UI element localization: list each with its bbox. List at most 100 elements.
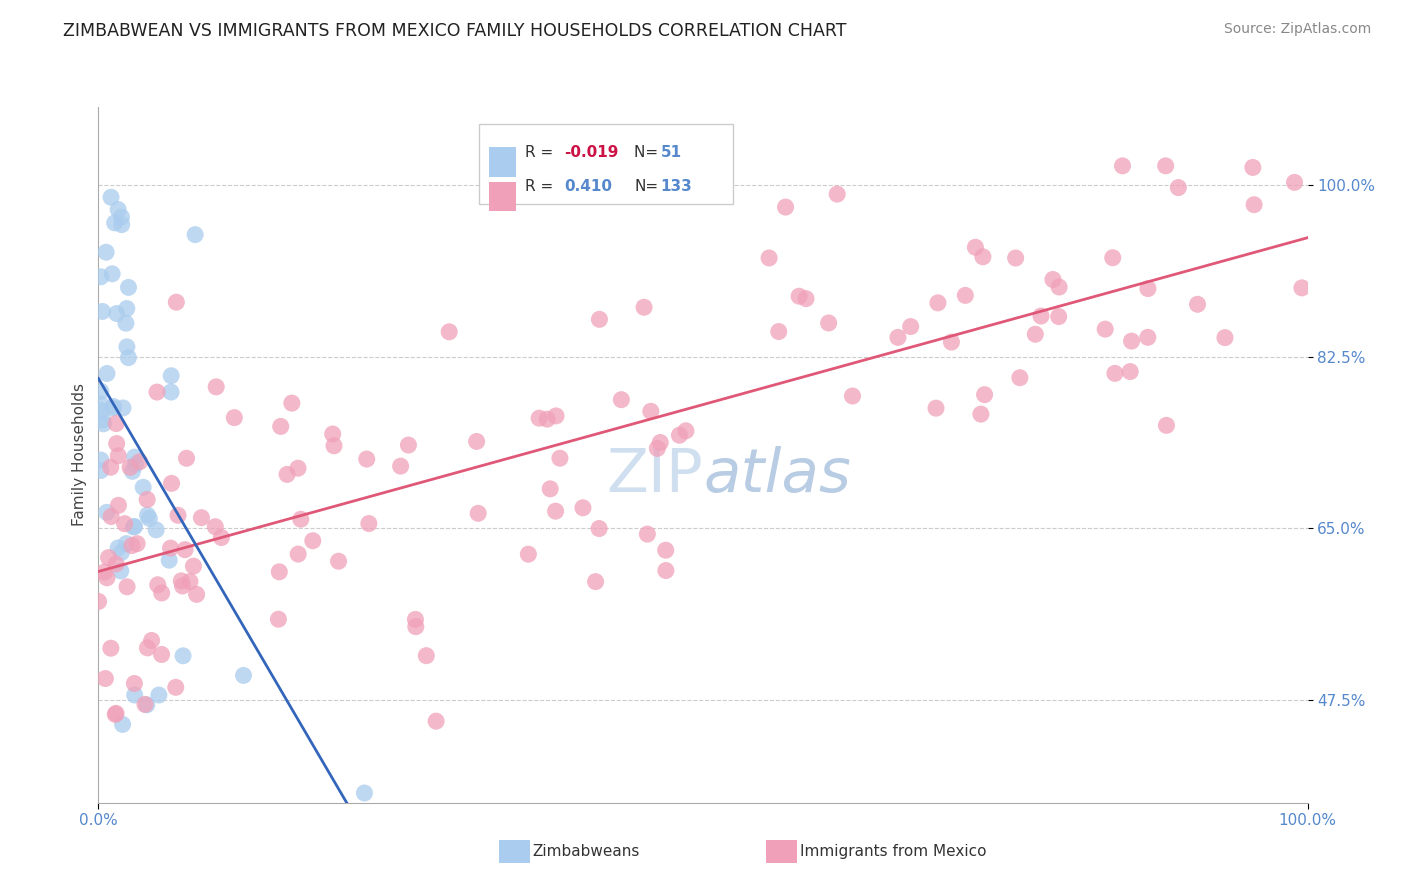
Point [94, 245, 117, 260]
Point [100, 509, 122, 524]
Point [640, 404, 662, 418]
Point [965, 240, 987, 254]
Point [1167, 180, 1189, 194]
Text: 133: 133 [661, 179, 692, 194]
Point [1094, 322, 1116, 336]
Text: ZIP: ZIP [606, 446, 703, 505]
Point [172, 648, 194, 663]
Point [170, 574, 193, 588]
FancyBboxPatch shape [479, 124, 734, 204]
Point [544, 409, 567, 423]
Point [1024, 327, 1046, 342]
Point [124, 688, 146, 702]
Point [775, 200, 797, 214]
Point [165, 681, 187, 695]
Text: Zimbabweans: Zimbabweans [533, 845, 640, 859]
Point [647, 442, 669, 456]
Point [105, 706, 128, 721]
Point [585, 574, 607, 589]
Point [650, 435, 672, 450]
Point [111, 401, 134, 415]
Point [1004, 251, 1026, 265]
Point [465, 434, 488, 449]
Point [209, 531, 232, 545]
Point [93, 565, 115, 579]
Point [105, 306, 128, 320]
Point [588, 522, 610, 536]
Point [115, 536, 138, 550]
Point [655, 564, 678, 578]
Point [900, 319, 922, 334]
Text: atlas: atlas [703, 446, 851, 505]
Point [160, 476, 183, 491]
Point [357, 516, 380, 531]
Point [96, 367, 118, 381]
Point [973, 387, 995, 401]
Point [415, 648, 437, 663]
Point [1136, 330, 1159, 344]
Point [132, 480, 155, 494]
Point [101, 401, 124, 415]
Point [758, 251, 780, 265]
Point [96, 571, 118, 585]
Point [538, 482, 561, 496]
Point [1008, 370, 1031, 384]
Point [146, 385, 169, 400]
Point [668, 428, 690, 442]
Text: N=: N= [634, 145, 664, 160]
Point [128, 455, 150, 469]
Point [1213, 331, 1236, 345]
Point [527, 411, 550, 425]
Point [121, 464, 143, 478]
Point [114, 516, 136, 531]
Point [172, 579, 194, 593]
Point [269, 565, 291, 579]
Point [184, 227, 207, 242]
Point [115, 340, 138, 354]
Point [100, 460, 122, 475]
Point [97, 550, 120, 565]
Point [353, 786, 375, 800]
Point [825, 187, 848, 202]
Point [136, 492, 159, 507]
Text: 0.410: 0.410 [564, 179, 612, 194]
Point [165, 295, 187, 310]
Text: Immigrants from Mexico: Immigrants from Mexico [800, 845, 987, 859]
Point [134, 698, 156, 712]
Point [110, 564, 132, 578]
Y-axis label: Family Households: Family Households [72, 384, 87, 526]
Point [110, 210, 132, 224]
Point [124, 450, 146, 464]
Point [124, 458, 146, 472]
Point [146, 578, 169, 592]
Point [517, 547, 540, 561]
Point [1243, 197, 1265, 211]
Point [1111, 159, 1133, 173]
Point [1241, 161, 1264, 175]
Point [176, 451, 198, 466]
Point [135, 698, 157, 712]
Bar [489, 182, 516, 211]
Point [138, 511, 160, 525]
Point [356, 452, 378, 467]
Point [425, 714, 447, 728]
Point [110, 545, 132, 559]
Point [654, 543, 676, 558]
Point [91, 413, 114, 427]
Point [90, 463, 112, 477]
Point [186, 587, 208, 601]
Point [1119, 365, 1142, 379]
Point [1101, 251, 1123, 265]
Point [389, 459, 412, 474]
Point [1187, 297, 1209, 311]
Point [115, 316, 138, 330]
Point [179, 574, 201, 589]
Point [127, 536, 149, 550]
Point [90, 453, 112, 467]
Point [174, 542, 197, 557]
Point [794, 292, 817, 306]
Point [322, 427, 344, 442]
Point [100, 641, 122, 656]
Point [120, 460, 142, 475]
Point [817, 316, 839, 330]
